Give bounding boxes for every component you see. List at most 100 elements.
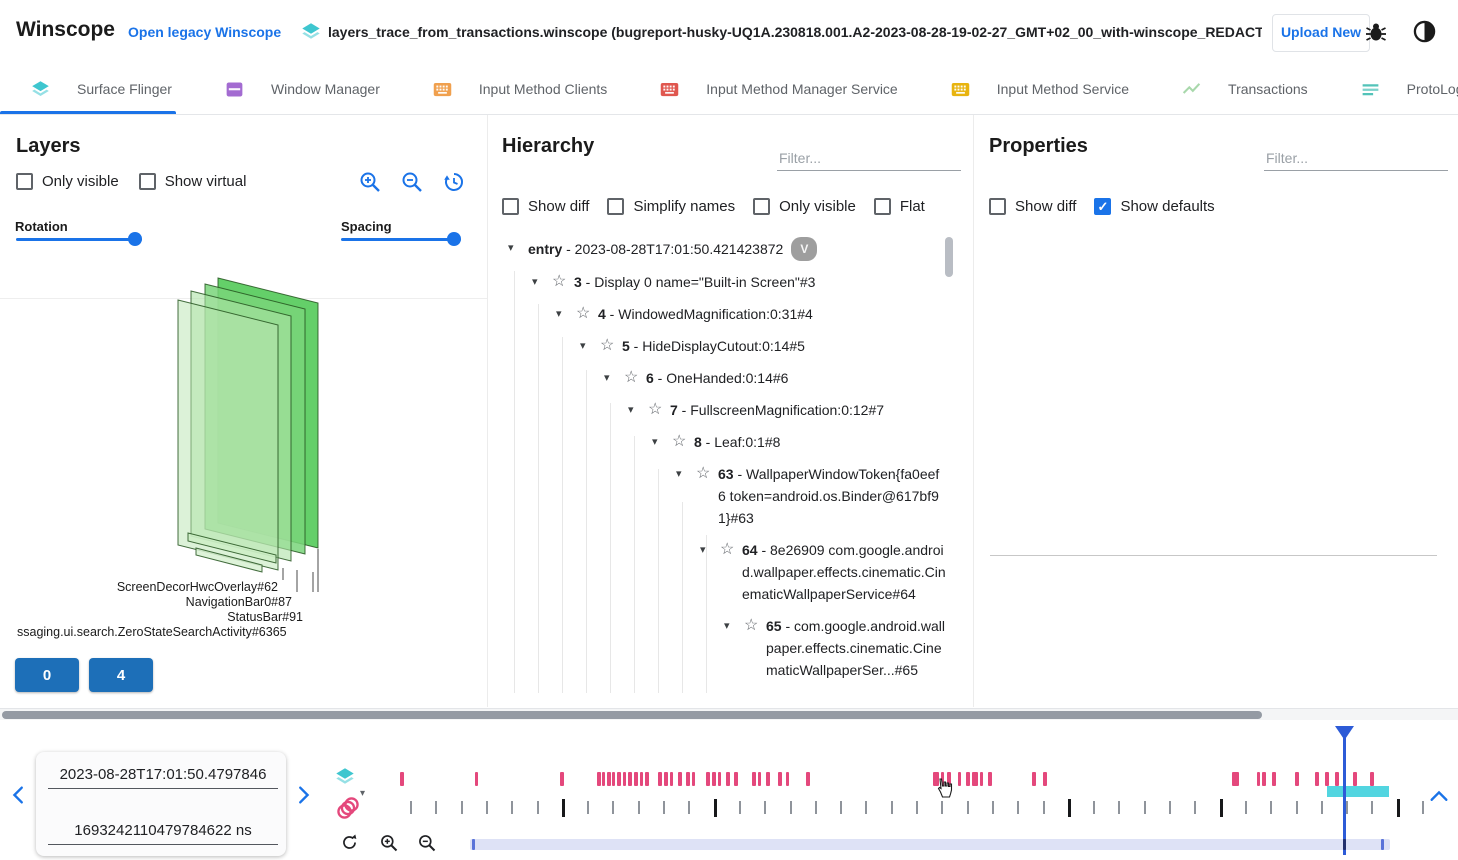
expander-icon[interactable]: ▾ (628, 404, 634, 416)
tree-node-5[interactable]: ▾ ☆ 5 - HideDisplayCutout:0:14#5 (492, 330, 947, 362)
dark-mode-toggle-icon[interactable] (1412, 19, 1437, 44)
expander-icon[interactable]: ▾ (700, 544, 706, 556)
sf-trace-mark[interactable] (941, 772, 944, 786)
sf-trace-mark[interactable] (966, 772, 970, 786)
rotation-slider[interactable] (16, 232, 142, 246)
layer-label[interactable]: StatusBar#91 (227, 610, 303, 624)
spacing-slider[interactable] (341, 232, 461, 246)
checkbox-show-diff[interactable]: Show diff (502, 198, 589, 215)
expander-icon[interactable]: ▾ (724, 620, 730, 632)
checkbox-simplify-names[interactable]: Simplify names (607, 198, 735, 215)
checkbox-only-visible[interactable]: Only visible (16, 173, 119, 190)
sf-trace-mark[interactable] (670, 772, 673, 786)
sf-trace-mark[interactable] (640, 772, 643, 786)
tree-node-7[interactable]: ▾ ☆ 7 - FullscreenMagnification:0:12#7 (492, 394, 947, 426)
sf-trace-mark[interactable] (766, 772, 770, 786)
timeline-zoom-in-icon[interactable] (379, 833, 399, 853)
sf-trace-mark[interactable] (692, 772, 695, 786)
expander-icon[interactable]: ▾ (604, 372, 610, 384)
sf-trace-mark[interactable] (726, 772, 730, 786)
pin-star-icon[interactable]: ☆ (720, 541, 735, 558)
checkbox-unchecked[interactable] (873, 198, 891, 215)
sf-trace-mark[interactable] (560, 772, 564, 786)
sf-trace-mark[interactable] (1043, 772, 1047, 786)
checkbox-unchecked[interactable] (138, 173, 156, 190)
sf-trace-mark[interactable] (1370, 772, 1374, 786)
pin-star-icon[interactable]: ☆ (576, 305, 591, 322)
sf-trace-mark[interactable] (778, 772, 782, 786)
sf-trace-mark[interactable] (1232, 772, 1239, 786)
reset-view-icon[interactable] (442, 170, 466, 194)
sf-trace-mark[interactable] (645, 772, 649, 786)
sf-trace-mark[interactable] (628, 772, 632, 786)
sf-trace-mark[interactable] (597, 772, 601, 786)
open-legacy-link[interactable]: Open legacy Winscope (128, 24, 282, 40)
pin-star-icon[interactable]: ☆ (552, 273, 567, 290)
sf-trace-mark[interactable] (1272, 772, 1276, 786)
tree-node-8[interactable]: ▾ ☆ 8 - Leaf:0:1#8 (492, 426, 947, 458)
sf-trace-mark[interactable] (686, 772, 690, 786)
layer-label[interactable]: NavigationBar0#87 (185, 595, 292, 609)
sf-trace-mark[interactable] (1335, 772, 1339, 786)
sf-trace-mark[interactable] (806, 772, 810, 786)
checkbox-show-diff[interactable]: Show diff (989, 198, 1076, 215)
pin-star-icon[interactable]: ☆ (696, 465, 711, 482)
display-button-0[interactable]: 0 (15, 658, 79, 692)
pin-star-icon[interactable]: ☆ (648, 401, 663, 418)
checkbox-only-visible[interactable]: Only visible (753, 198, 856, 215)
pin-star-icon[interactable]: ☆ (744, 617, 759, 634)
timestamp-ns-input[interactable] (48, 816, 278, 845)
hierarchy-filter-input[interactable] (777, 146, 961, 171)
zoom-out-icon[interactable] (400, 170, 424, 194)
sf-trace-mark[interactable] (1325, 772, 1329, 786)
expander-icon[interactable]: ▾ (532, 276, 538, 288)
expander-icon[interactable]: ▾ (508, 242, 514, 254)
sf-trace-mark[interactable] (947, 772, 951, 786)
sf-trace-mark[interactable] (1257, 772, 1260, 786)
sf-trace-mark[interactable] (712, 772, 716, 786)
tab-input-method-service[interactable]: Input Method Service (950, 79, 1129, 100)
sf-trace-mark[interactable] (786, 772, 789, 786)
tree-node-64[interactable]: ▾ ☆ 64 - 8e26909 com.google.android.wallpa… (492, 534, 947, 610)
sf-trace-mark[interactable] (664, 772, 668, 786)
sf-trace-mark[interactable] (958, 772, 961, 786)
scrollbar-thumb[interactable] (2, 711, 1262, 719)
sf-trace-mark[interactable] (718, 772, 721, 786)
timeline-zoom-out-icon[interactable] (417, 833, 437, 853)
layer-label[interactable]: ssaging.ui.search.ZeroStateSearchActivit… (17, 625, 287, 639)
sf-trace-mark[interactable] (1295, 772, 1299, 786)
prev-entry-icon[interactable] (8, 784, 30, 806)
pin-star-icon[interactable]: ☆ (672, 433, 687, 450)
sf-trace-mark[interactable] (1032, 772, 1036, 786)
report-bug-icon[interactable] (1364, 20, 1388, 44)
refresh-icon[interactable] (340, 833, 359, 852)
collapse-timeline-icon[interactable] (1428, 786, 1450, 808)
sf-trace-mark[interactable] (475, 772, 478, 786)
checkbox-unchecked[interactable] (607, 198, 625, 215)
hierarchy-scrollbar[interactable] (945, 237, 953, 277)
sf-trace-mark[interactable] (706, 772, 710, 786)
sf-trace-mark[interactable] (758, 772, 761, 786)
sf-trace-mark[interactable] (752, 772, 756, 786)
layers-3d-view[interactable] (0, 262, 487, 592)
sf-trace-mark[interactable] (972, 772, 978, 786)
sf-trace-mark[interactable] (634, 772, 638, 786)
timestamp-human-input[interactable] (48, 760, 278, 789)
sf-trace-mark[interactable] (980, 772, 983, 786)
sf-trace-mark[interactable] (1315, 772, 1319, 786)
tree-node-4[interactable]: ▾ ☆ 4 - WindowedMagnification:0:31#4 (492, 298, 947, 330)
sf-trace-mark[interactable] (1262, 772, 1266, 786)
tab-protolog[interactable]: ProtoLog (1360, 79, 1458, 100)
tree-node-3[interactable]: ▾ ☆ 3 - Display 0 name="Built-in Screen"#3 (492, 266, 947, 298)
sf-trace-mark[interactable] (612, 772, 615, 786)
sf-trace-mark[interactable] (602, 772, 605, 786)
sf-trace-mark[interactable] (607, 772, 611, 786)
timeline-zoom-range-bar[interactable] (470, 839, 1390, 850)
sf-trace-mark[interactable] (678, 772, 682, 786)
tab-transactions[interactable]: Transactions (1181, 79, 1308, 100)
checkbox-unchecked[interactable] (502, 198, 519, 215)
sf-trace-mark[interactable] (1353, 772, 1357, 786)
surface-flinger-track-icon[interactable] (334, 766, 356, 788)
checkbox-unchecked[interactable] (16, 173, 33, 190)
timeline-canvas[interactable] (395, 720, 1425, 860)
